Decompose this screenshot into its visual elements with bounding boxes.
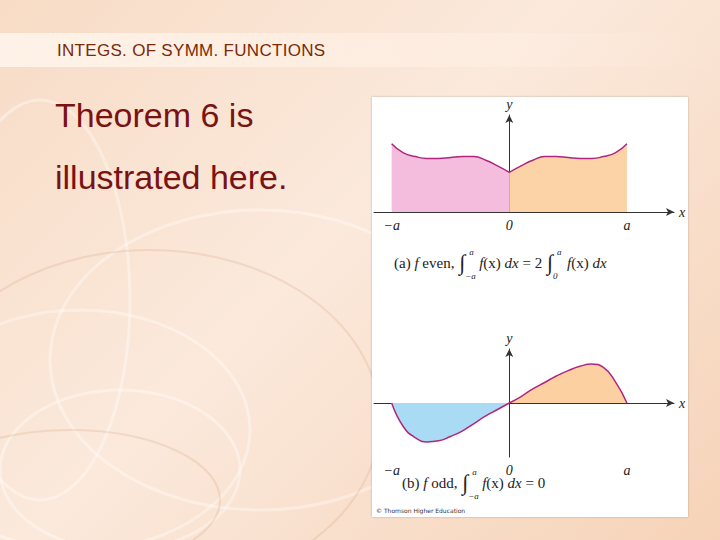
svg-text:a: a [623, 463, 630, 478]
svg-text:−a: −a [383, 463, 399, 478]
svg-text:x: x [678, 205, 686, 220]
svg-text:x: x [678, 396, 686, 411]
html-text:(b) f odd,: (b) f odd, [402, 475, 462, 492]
svg-text:y: y [504, 97, 513, 112]
svg-text:a: a [623, 218, 630, 233]
html-text:© Thomson Higher Education: © Thomson Higher Education [376, 507, 466, 514]
svg-text:y: y [504, 331, 513, 346]
html-text:(a) f even,: (a) f even, [394, 255, 459, 272]
html-text:INTEGS. OF SYMM. FUNCTIONS: INTEGS. OF SYMM. FUNCTIONS [57, 41, 326, 60]
html-text:−a: −a [465, 271, 476, 281]
html-text:a: a [557, 247, 562, 257]
html-text:0: 0 [553, 271, 558, 281]
html-text:Theorem 6 is: Theorem 6 is [55, 96, 254, 134]
html-text:−a: −a [468, 491, 479, 501]
html-text:f (x) dx = 0: f (x) dx = 0 [482, 475, 546, 492]
svg-text:−a: −a [383, 218, 399, 233]
html-text:a: a [469, 247, 474, 257]
html-text:f (x) dx: f (x) dx [567, 255, 607, 272]
svg-text:0: 0 [506, 463, 513, 478]
html-text:illustrated here.: illustrated here. [55, 158, 288, 196]
html-text:a: a [472, 467, 477, 477]
svg-text:0: 0 [506, 218, 513, 233]
html-text:f (x) dx = 2: f (x) dx = 2 [479, 255, 546, 272]
